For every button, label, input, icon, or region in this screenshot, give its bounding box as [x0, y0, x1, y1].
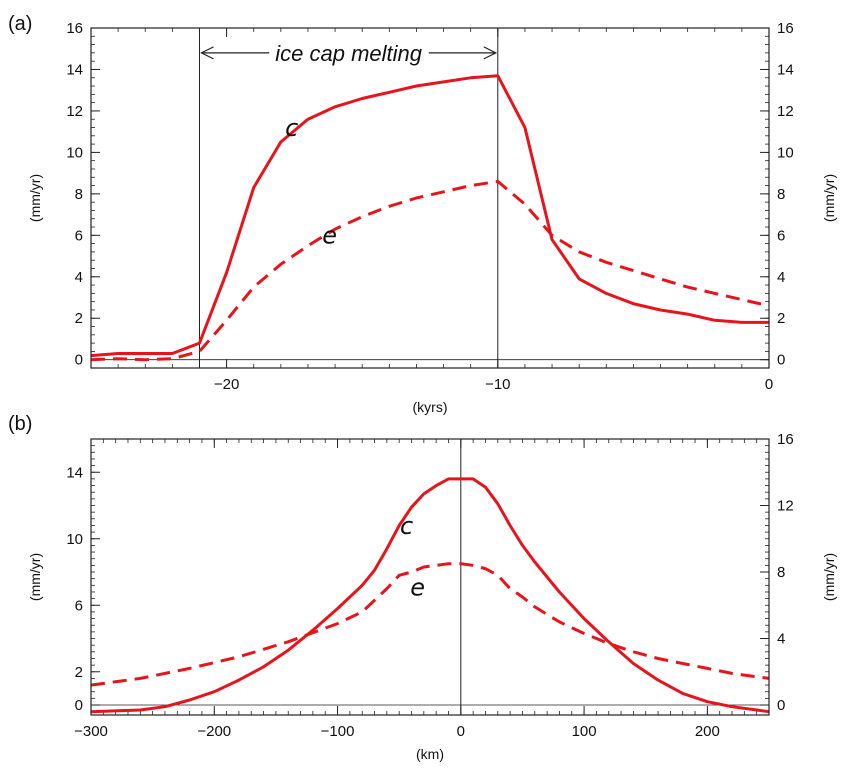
panel-b-ytick-label-left: 10 [66, 531, 83, 548]
panel-a-ytick-label-right: 16 [777, 20, 794, 37]
panel-b-xtick-label: 100 [572, 723, 597, 740]
panel-a-ylabel-left: (mm/yr) [27, 174, 43, 222]
panel-b-ytick-label-left: 6 [75, 597, 83, 614]
panel-a-ytick-label-left: 8 [75, 186, 83, 203]
panel-a-xtick-label: 0 [765, 376, 773, 393]
panel-a-plot-frame [90, 27, 770, 369]
panel-a-annotation-arrowhead-left [200, 46, 214, 60]
panel-a: 0 2 4 6 8 10 12 14 16 0 2 4 6 8 10 12 14 16 −20 −10 0 (kyrs) (… [27, 20, 837, 415]
panel-a-series-c-label: c [285, 114, 298, 142]
panel-b-ytick-label-right: 4 [777, 631, 785, 648]
panel-b-ytick-label-right: 0 [777, 697, 785, 714]
panel-a-series-e-label: e [322, 222, 337, 250]
panel-b-xtick-label: 0 [457, 723, 465, 740]
panel-a-ytick-label-right: 4 [777, 269, 785, 286]
panel-b-series-e-line [90, 562, 770, 687]
panel-a-ytick-label-right: 12 [777, 103, 794, 120]
panel-a-annotation-text: ice cap melting [275, 41, 423, 66]
panel-b-series-c-label: c [400, 512, 413, 540]
panel-a-ytick-label-left: 10 [66, 144, 83, 161]
panel-a-label: (a) [8, 13, 32, 35]
panel-a-xtick-label: −10 [485, 376, 510, 393]
panel-a-ytick-label-left: 12 [66, 103, 83, 120]
panel-a-ytick-label-right: 6 [777, 227, 785, 244]
panel-a-ytick-label-left: 0 [75, 352, 83, 369]
panel-b-ytick-label-right: 16 [777, 431, 794, 448]
panel-b-ytick-label-right: 12 [777, 498, 794, 515]
panel-a-ytick-label-right: 14 [777, 61, 794, 78]
panel-b-xlabel: (km) [416, 746, 444, 762]
panel-a-ytick-label-right: 0 [777, 352, 785, 369]
panel-a-series-e-line [90, 179, 770, 362]
panel-a-ytick-label-left: 4 [75, 269, 83, 286]
panel-b-xtick-label: −200 [197, 723, 231, 740]
panel-a-ytick-label-right: 8 [777, 186, 785, 203]
panel-a-ylabel-right: (mm/yr) [821, 174, 837, 222]
panel-a-xlabel: (kyrs) [413, 399, 448, 415]
panel-b-xtick-label: −300 [74, 723, 108, 740]
panel-b-xtick-label: −100 [321, 723, 355, 740]
panel-a-ytick-label-left: 14 [66, 61, 83, 78]
panel-b-ytick-label-left: 2 [75, 664, 83, 681]
panel-b-xtick-label: 200 [695, 723, 720, 740]
panel-a-ytick-label-left: 16 [66, 20, 83, 37]
panel-b: 0 2 6 10 14 0 4 8 12 16 −300 −200 −100 0 100 200 (km) (mm… [27, 431, 837, 762]
panel-b-plot-frame [90, 438, 770, 716]
panel-b-ytick-label-left: 14 [66, 464, 83, 481]
panel-a-annotation-arrowhead-right [483, 46, 498, 60]
panel-b-ylabel-left: (mm/yr) [27, 553, 43, 601]
panel-a-ytick-label-left: 6 [75, 227, 83, 244]
panel-a-series-c-line [90, 74, 769, 358]
panel-b-series-e-label: e [410, 573, 425, 601]
panel-a-ytick-label-right: 10 [777, 144, 794, 161]
panel-a-ytick-label-left: 2 [75, 310, 83, 327]
panel-b-ytick-label-right: 8 [777, 564, 785, 581]
panel-b-ylabel-right: (mm/yr) [821, 553, 837, 601]
panel-b-ytick-label-left: 0 [75, 697, 83, 714]
panel-b-series-c-line [90, 477, 770, 714]
panel-a-ytick-label-right: 2 [777, 310, 785, 327]
panel-b-label: (b) [8, 413, 32, 435]
panel-a-xtick-label: −20 [214, 376, 239, 393]
